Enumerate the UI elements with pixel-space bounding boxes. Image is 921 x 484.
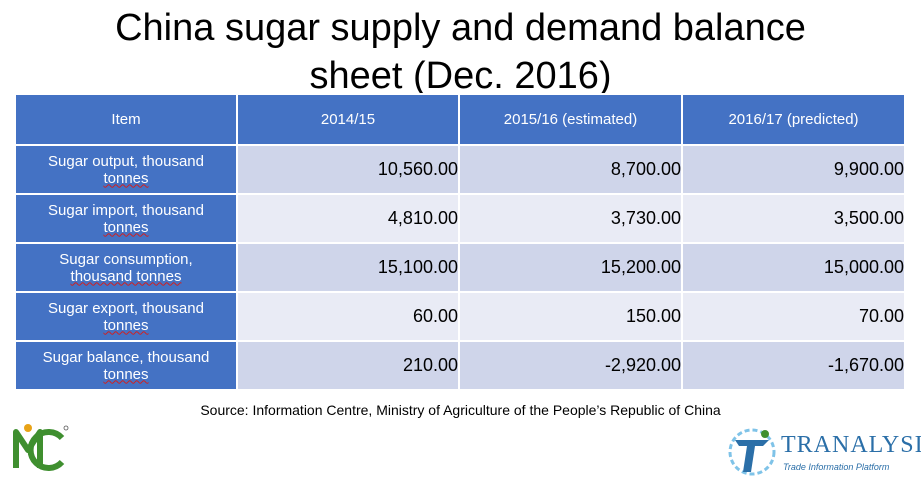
cell-2015-16: 8,700.00 <box>458 144 683 195</box>
cell-2014-15: 60.00 <box>236 291 460 342</box>
row-label: Sugar consumption, thousand tonnes <box>14 242 238 293</box>
cell-2015-16: 150.00 <box>458 291 683 342</box>
row-label: Sugar import, thousand tonnes <box>14 193 238 244</box>
row-label-line-1: Sugar output, thousand <box>48 152 204 170</box>
title-line-2: sheet (Dec. 2016) <box>309 55 612 97</box>
cell-2014-15: 15,100.00 <box>236 242 460 293</box>
cell-2016-17: -1,670.00 <box>681 340 906 391</box>
header-2015-16: 2015/16 (estimated) <box>458 93 683 146</box>
row-label-line-1: Sugar export, thousand <box>48 299 204 317</box>
table-row: Sugar import, thousand tonnes 4,810.00 3… <box>14 193 906 244</box>
row-label-line-2: thousand tonnes <box>70 267 182 285</box>
mc-logo-icon <box>10 422 72 474</box>
row-label: Sugar balance, thousand tonnes <box>14 340 238 391</box>
tranalysis-name: TRANALYSIS <box>781 432 921 458</box>
tranalysis-tagline: Trade Information Platform <box>783 462 890 472</box>
cell-2016-17: 3,500.00 <box>681 193 906 244</box>
row-label-line-2: tonnes <box>103 316 149 334</box>
table-row: Sugar consumption, thousand tonnes 15,10… <box>14 242 906 293</box>
table-header-row: Item 2014/15 2015/16 (estimated) 2016/17… <box>14 93 906 146</box>
table-row: Sugar balance, thousand tonnes 210.00 -2… <box>14 340 906 391</box>
cell-2014-15: 4,810.00 <box>236 193 460 244</box>
source-note: Source: Information Centre, Ministry of … <box>200 402 721 418</box>
row-label-line-1: Sugar balance, thousand <box>42 348 210 366</box>
header-2014-15: 2014/15 <box>236 93 460 146</box>
title-line-1: China sugar supply and demand balance <box>115 7 806 49</box>
tranalysis-logo-icon <box>728 428 776 476</box>
cell-2016-17: 9,900.00 <box>681 144 906 195</box>
cell-2015-16: 15,200.00 <box>458 242 683 293</box>
row-label-line-2: tonnes <box>103 169 149 187</box>
table-row: Sugar output, thousand tonnes 10,560.00 … <box>14 144 906 195</box>
row-label-line-2: tonnes <box>103 218 149 236</box>
cell-2015-16: -2,920.00 <box>458 340 683 391</box>
row-label: Sugar export, thousand tonnes <box>14 291 238 342</box>
cell-2016-17: 15,000.00 <box>681 242 906 293</box>
table-row: Sugar export, thousand tonnes 60.00 150.… <box>14 291 906 342</box>
cell-2014-15: 210.00 <box>236 340 460 391</box>
cell-2014-15: 10,560.00 <box>236 144 460 195</box>
page-title: China sugar supply and demand balance sh… <box>0 4 921 100</box>
header-2016-17: 2016/17 (predicted) <box>681 93 906 146</box>
cell-2015-16: 3,730.00 <box>458 193 683 244</box>
row-label: Sugar output, thousand tonnes <box>14 144 238 195</box>
header-item: Item <box>14 93 238 146</box>
row-label-line-2: tonnes <box>103 365 149 383</box>
row-label-line-1: Sugar consumption, <box>59 250 193 268</box>
tranalysis-logo: TRANALYSIS Trade Information Platform <box>725 426 921 480</box>
cell-2016-17: 70.00 <box>681 291 906 342</box>
balance-table: Item 2014/15 2015/16 (estimated) 2016/17… <box>14 93 906 391</box>
row-label-line-1: Sugar import, thousand <box>48 201 204 219</box>
